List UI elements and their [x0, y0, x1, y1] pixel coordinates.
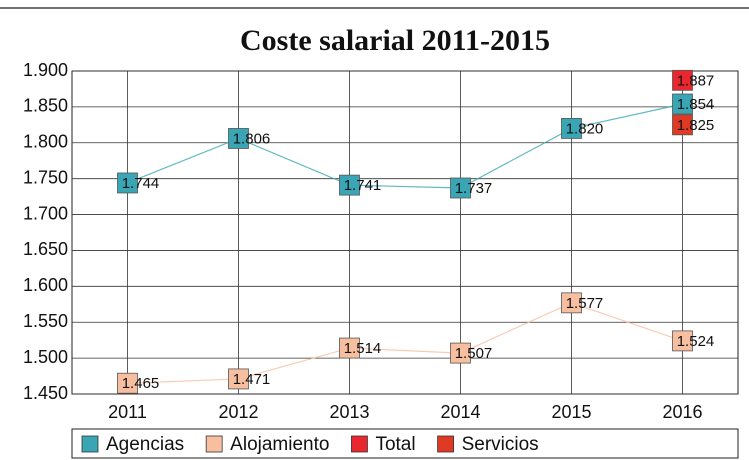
- series-line: [127, 103, 683, 189]
- data-marker: [450, 342, 471, 364]
- y-tick-label: 1.900: [23, 60, 68, 80]
- chart-title: Coste salarial 2011-2015: [240, 24, 550, 57]
- legend-swatch: [205, 435, 223, 453]
- data-marker: [117, 372, 138, 394]
- legend: [71, 428, 739, 459]
- data-label: 1.820: [566, 120, 604, 137]
- data-label: 1.741: [344, 177, 382, 194]
- y-tick-label: 1.650: [23, 239, 68, 259]
- data-marker: [561, 292, 582, 314]
- y-tick-label: 1.750: [23, 167, 68, 187]
- data-marker: [672, 330, 693, 352]
- y-tick-label: 1.800: [23, 132, 68, 152]
- data-label: 1.887: [677, 72, 715, 89]
- data-marker: [339, 174, 360, 196]
- data-marker: [117, 172, 138, 194]
- y-tick-label: 1.450: [23, 383, 68, 403]
- data-marker: [561, 118, 582, 139]
- x-tick-label: 2011: [108, 402, 147, 422]
- data-marker: [672, 93, 693, 115]
- data-marker: [228, 128, 249, 149]
- data-label: 1.507: [455, 345, 493, 362]
- y-tick-label: 1.550: [23, 311, 68, 331]
- data-marker: [672, 114, 693, 136]
- data-marker: [339, 337, 360, 359]
- legend-label: Alojamiento: [230, 434, 329, 455]
- x-tick-label: 2016: [662, 402, 702, 422]
- data-label: 1.806: [233, 130, 271, 147]
- data-label: 1.524: [677, 333, 715, 350]
- data-label: 1.854: [677, 96, 715, 113]
- data-label: 1.465: [122, 375, 160, 392]
- data-label: 1.737: [455, 180, 493, 197]
- legend-swatch: [437, 435, 454, 453]
- data-label: 1.744: [122, 175, 160, 192]
- data-marker: [672, 69, 693, 91]
- x-tick-label: 2014: [440, 402, 480, 422]
- legend-swatch: [351, 435, 368, 453]
- legend-label: Total: [375, 434, 415, 455]
- legend-swatch: [81, 435, 99, 453]
- x-tick-label: 2015: [551, 402, 591, 422]
- data-label: 1.514: [344, 340, 382, 357]
- data-label: 1.471: [233, 371, 271, 388]
- data-marker: [228, 368, 249, 390]
- y-tick-label: 1.850: [23, 96, 68, 116]
- data-marker: [450, 177, 471, 199]
- data-label: 1.825: [677, 117, 715, 134]
- y-tick-label: 1.600: [23, 275, 68, 295]
- y-tick-label: 1.500: [23, 347, 68, 367]
- legend-label: Servicios: [462, 434, 539, 455]
- series-line: [127, 302, 683, 384]
- x-tick-label: 2012: [218, 402, 258, 422]
- legend-label: Agencias: [106, 434, 184, 455]
- plot-area: [71, 70, 739, 395]
- x-tick-label: 2013: [329, 402, 369, 422]
- y-tick-label: 1.700: [23, 203, 68, 223]
- data-label: 1.577: [566, 295, 604, 312]
